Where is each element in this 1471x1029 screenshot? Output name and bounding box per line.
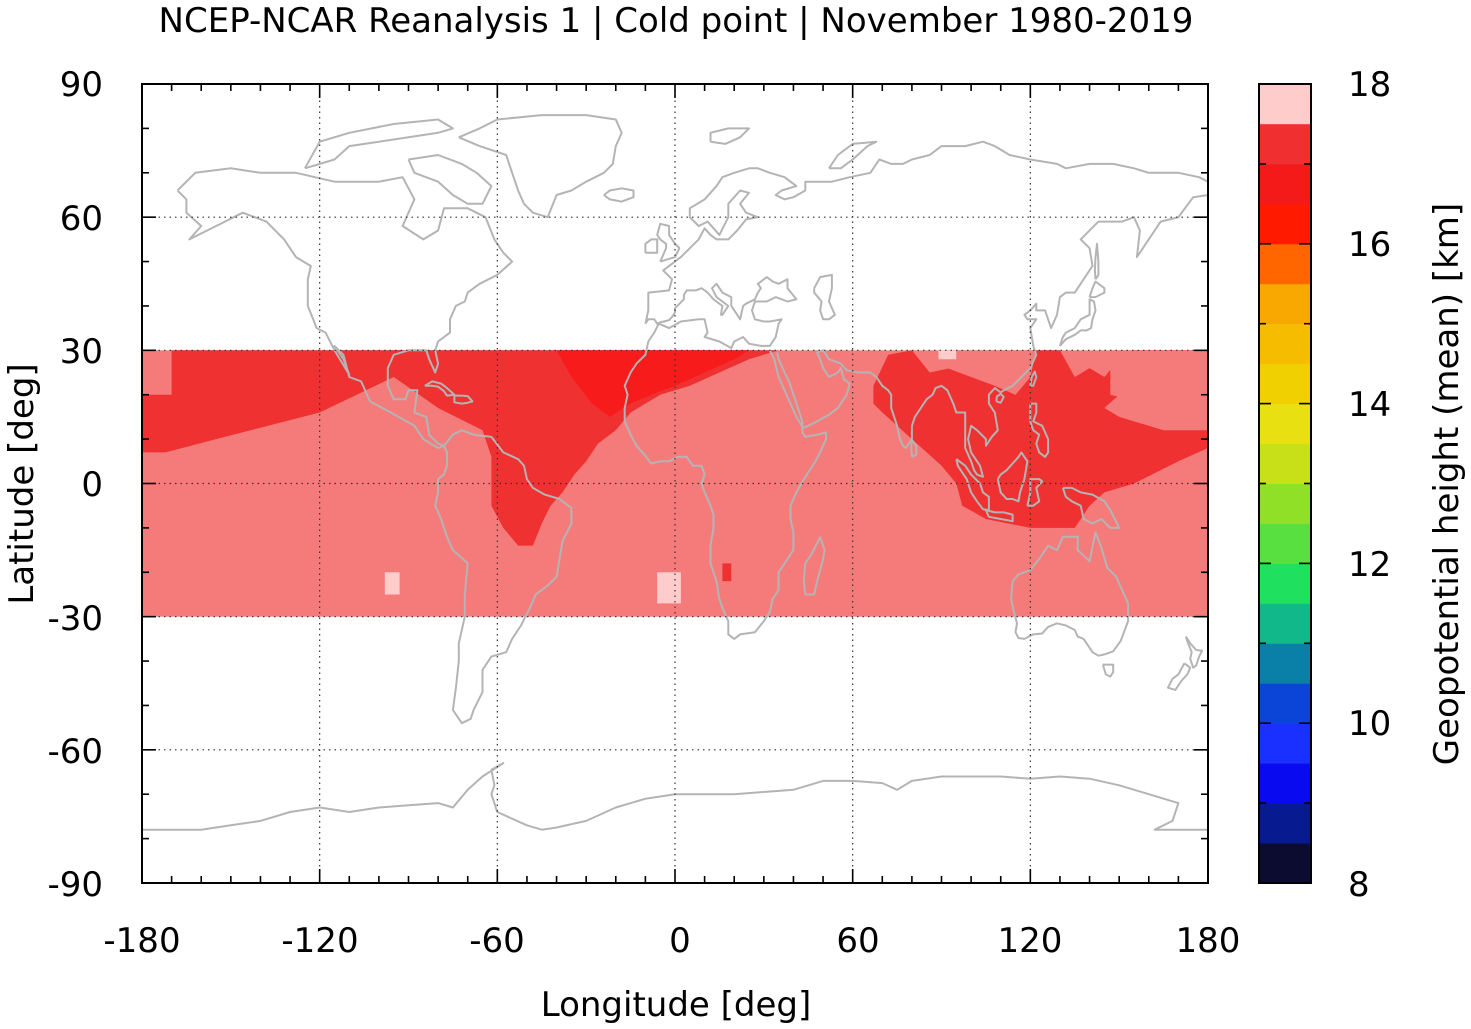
coastline-novaya-zemlya [828, 140, 878, 170]
region-americas-atlantic-red [393, 350, 779, 546]
colorbar-band [1259, 163, 1311, 205]
plot-frame [141, 83, 1209, 884]
colorbar-label: Geopotential height (mean) [km] [1427, 203, 1467, 765]
coastline-sulawesi [1026, 478, 1044, 507]
coastline-arabian-sea-gulf [768, 349, 804, 428]
y-tick-label: -60 [47, 732, 103, 772]
colorbar-tick-label: 14 [1348, 385, 1391, 425]
coastline-cuba [424, 380, 456, 397]
coastline-new-guinea [1061, 486, 1121, 529]
coastline-south-america [434, 429, 573, 725]
plot-area [141, 83, 1209, 884]
x-tick-label: 120 [998, 921, 1063, 961]
x-axis: -180 -120 -60 0 60 120 180 [103, 921, 1240, 961]
coastline-sakhalin [1093, 242, 1100, 280]
region-atlantic-bright [556, 350, 749, 417]
x-axis-label: Longitude [deg] [541, 985, 812, 1025]
coastline-new-zealand-north [1184, 636, 1204, 669]
x-tick-label: 180 [1176, 921, 1241, 961]
coastline-hokkaido [1088, 280, 1106, 299]
minor-ticks [141, 83, 1209, 884]
coastline-iceland [603, 187, 635, 203]
colorbar-band [1259, 683, 1311, 724]
coastline-japan [1058, 298, 1097, 347]
y-tick-label: 30 [60, 332, 103, 372]
colorbar-band [1259, 84, 1311, 124]
coastlines [142, 114, 1209, 831]
region-tibet-spot [938, 350, 957, 360]
coastline-ireland [644, 238, 659, 254]
region-north-pacific-bg [1110, 350, 1208, 408]
coastline-antarctica [142, 762, 1208, 831]
coastline-philippines [1029, 402, 1050, 458]
coastline-arctic-islands [304, 118, 454, 170]
coastline-uk [656, 222, 681, 263]
coastline-hainan [995, 392, 1005, 404]
coastline-hispaniola [453, 394, 474, 405]
coastline-taiwan [1029, 370, 1038, 387]
colorbar-band [1259, 843, 1311, 884]
colorbar-band [1259, 723, 1311, 764]
coastline-tasmania [1101, 663, 1115, 678]
colorbar-band [1259, 123, 1311, 165]
colorbar-tick-label: 8 [1348, 865, 1370, 905]
x-tick-label: 60 [836, 921, 879, 961]
colorbar-band [1259, 203, 1311, 245]
region-mexico-spot [384, 572, 400, 595]
x-tick-label: -60 [469, 921, 525, 961]
chart-title: NCEP-NCAR Reanalysis 1 | Cold point | No… [159, 1, 1194, 41]
colorbar-band [1259, 523, 1311, 564]
y-tick-label: 90 [60, 65, 103, 105]
y-axis-label: Latitude [deg] [2, 363, 42, 604]
y-tick-label: -90 [47, 865, 103, 905]
colorbar-bands [1259, 84, 1311, 884]
colorbar-band [1259, 643, 1311, 684]
colorbar-tick-label: 16 [1348, 225, 1391, 265]
coastline-svalbard [709, 127, 750, 145]
colorbar: 18 16 14 12 10 8 Geopotential height (me… [1258, 65, 1467, 905]
colorbar-band [1259, 283, 1311, 325]
coastline-greenland [458, 114, 623, 219]
colorbar-band [1259, 403, 1311, 445]
coastline-new-zealand-south [1167, 662, 1192, 691]
x-tick-label: -120 [281, 921, 358, 961]
colorbar-band [1259, 603, 1311, 644]
region-west-africa-spot [722, 563, 732, 582]
colorbar-tick-label: 12 [1348, 545, 1391, 585]
y-tick-label: -30 [47, 599, 103, 639]
region-central-pacific-red [142, 350, 409, 453]
y-tick-label: 60 [60, 199, 103, 239]
x-tick-label: 0 [669, 921, 691, 961]
coastline-java [984, 509, 1014, 523]
coastline-eurasia-africa [623, 140, 1209, 640]
coastline-australia [1010, 531, 1130, 657]
colorbar-band [1259, 483, 1311, 524]
colorbar-tick-label: 18 [1348, 65, 1391, 105]
colorbar-frame [1258, 83, 1312, 884]
coastline-sumatra [955, 458, 990, 512]
colorbar-band [1259, 763, 1311, 804]
coastline-madagascar [802, 536, 826, 596]
gridlines [142, 84, 1208, 883]
x-tick-label: -180 [103, 921, 180, 961]
colorbar-band [1259, 243, 1311, 285]
colorbar-tick-label: 10 [1348, 704, 1391, 744]
coastline-north-america [176, 167, 514, 449]
y-axis: 90 60 30 0 -30 -60 -90 [47, 65, 103, 905]
colorbar-band [1259, 563, 1311, 604]
colorbar-band [1259, 803, 1311, 844]
region-angola-spot [657, 572, 681, 604]
coastline-borneo [996, 451, 1029, 503]
coastline-baffin [407, 154, 493, 205]
coastline-sri-lanka [910, 439, 918, 458]
colorbar-band [1259, 363, 1311, 405]
y-tick-label: 0 [81, 465, 103, 505]
coastline-caspian [813, 273, 836, 321]
colorbar-band [1259, 443, 1311, 484]
colorbar-band [1259, 323, 1311, 365]
